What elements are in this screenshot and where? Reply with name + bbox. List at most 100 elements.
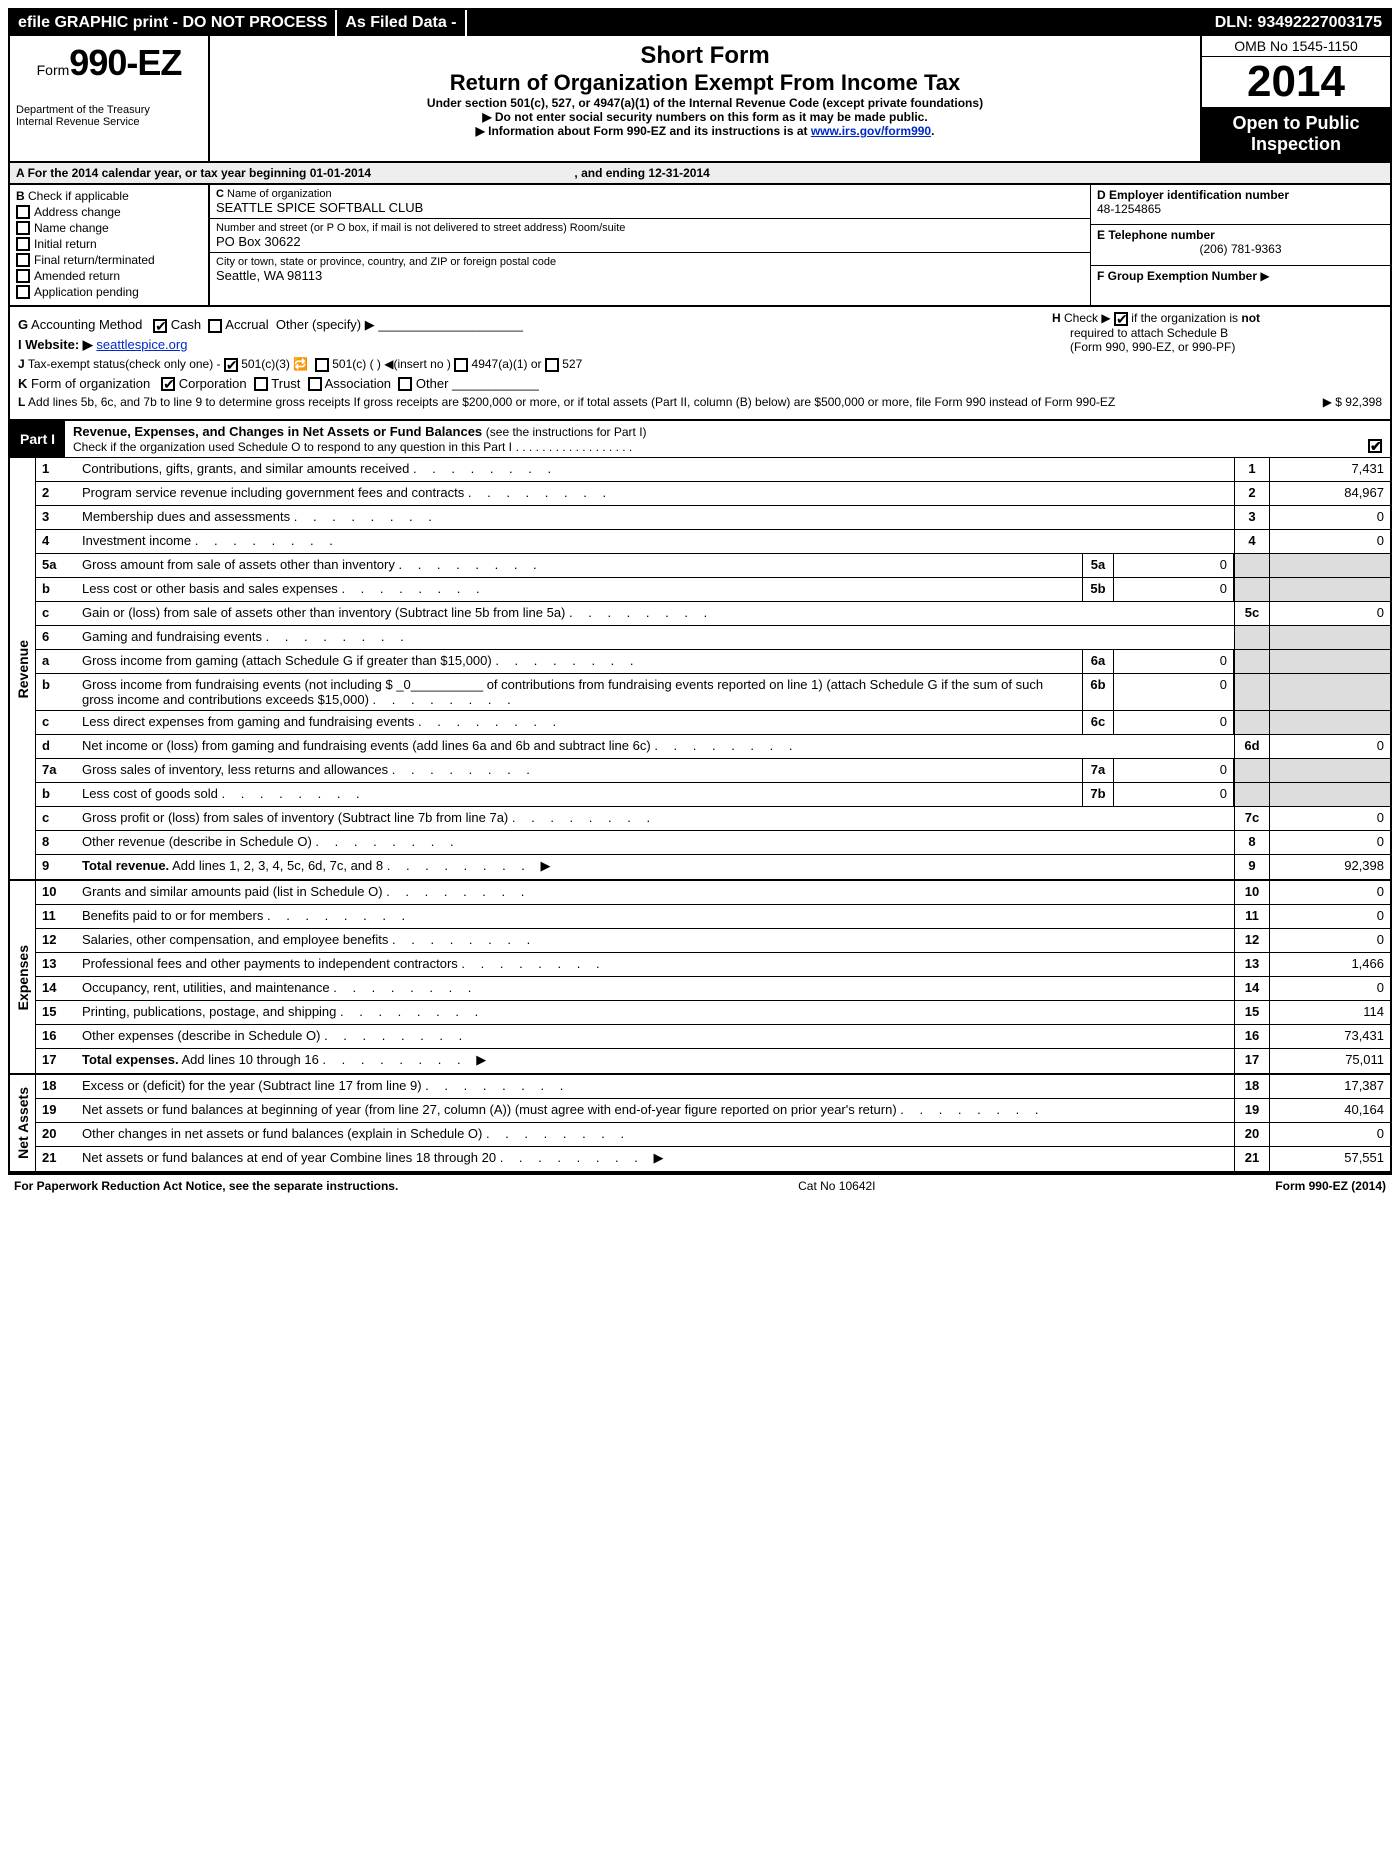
line-number: c (36, 807, 76, 830)
part-1-title: Revenue, Expenses, and Changes in Net As… (65, 421, 1390, 457)
line-7a: 7aGross sales of inventory, less returns… (36, 759, 1390, 783)
box-number: 11 (1234, 905, 1270, 928)
checkbox-icon[interactable] (16, 285, 30, 299)
top-bar: efile GRAPHIC print - DO NOT PROCESS As … (10, 10, 1390, 36)
website-link[interactable]: seattlespice.org (96, 337, 187, 352)
open-to-public: Open to Public Inspection (1202, 107, 1390, 161)
j-527-checkbox[interactable] (545, 358, 559, 372)
g-accrual-checkbox[interactable] (208, 319, 222, 333)
j-501c-checkbox[interactable] (315, 358, 329, 372)
line-number: 1 (36, 458, 76, 481)
box-value: 40,164 (1270, 1099, 1390, 1122)
line-description: Printing, publications, postage, and shi… (76, 1001, 1234, 1024)
box-value: 0 (1270, 905, 1390, 928)
footer-left: For Paperwork Reduction Act Notice, see … (14, 1179, 398, 1193)
box-value: 0 (1270, 831, 1390, 854)
k-assoc-checkbox[interactable] (308, 377, 322, 391)
k-trust-checkbox[interactable] (254, 377, 268, 391)
section-expenses: Expenses10Grants and similar amounts pai… (10, 881, 1390, 1075)
line-number: 15 (36, 1001, 76, 1024)
box-number: 12 (1234, 929, 1270, 952)
subbox-label: 5a (1082, 554, 1114, 577)
box-value: 57,551 (1270, 1147, 1390, 1171)
subbox-label: 5b (1082, 578, 1114, 601)
box-number: 16 (1234, 1025, 1270, 1048)
line-2: 2Program service revenue including gover… (36, 482, 1390, 506)
j-4947-checkbox[interactable] (454, 358, 468, 372)
section-d: D Employer identification number 48-1254… (1091, 185, 1390, 225)
box-number: 21 (1234, 1147, 1270, 1171)
irs-link[interactable]: www.irs.gov/form990 (811, 124, 931, 138)
section-net-assets: Net Assets18Excess or (deficit) for the … (10, 1075, 1390, 1173)
subbox-value: 0 (1114, 759, 1234, 782)
line-number: 18 (36, 1075, 76, 1098)
checkbox-icon[interactable] (16, 269, 30, 283)
side-label: Revenue (10, 458, 36, 879)
box-number: 6d (1234, 735, 1270, 758)
box-number: 19 (1234, 1099, 1270, 1122)
omb-number: OMB No 1545-1150 (1202, 36, 1390, 57)
section-def: D Employer identification number 48-1254… (1090, 185, 1390, 305)
k-corp-checkbox[interactable] (161, 377, 175, 391)
g-cash-checkbox[interactable] (153, 319, 167, 333)
line-number: b (36, 578, 76, 601)
box-value: 92,398 (1270, 855, 1390, 879)
box-value: 0 (1270, 929, 1390, 952)
box-number: 8 (1234, 831, 1270, 854)
line-10: 10Grants and similar amounts paid (list … (36, 881, 1390, 905)
part-1-label: Part I (10, 428, 65, 450)
line-21: 21Net assets or fund balances at end of … (36, 1147, 1390, 1171)
b-checkbox-item: Final return/terminated (16, 253, 202, 267)
line-18: 18Excess or (deficit) for the year (Subt… (36, 1075, 1390, 1099)
side-label: Net Assets (10, 1075, 36, 1171)
line-description: Excess or (deficit) for the year (Subtra… (76, 1075, 1234, 1098)
line-number: 4 (36, 530, 76, 553)
subbox-value: 0 (1114, 650, 1234, 673)
j-501c3-checkbox[interactable] (224, 358, 238, 372)
section-b: B Check if applicable Address changeName… (10, 185, 210, 305)
line-b: bLess cost or other basis and sales expe… (36, 578, 1390, 602)
ssn-notice: ▶ Do not enter social security numbers o… (220, 110, 1190, 124)
return-title: Return of Organization Exempt From Incom… (220, 70, 1190, 96)
line-description: Net assets or fund balances at end of ye… (76, 1147, 1234, 1171)
checkbox-icon[interactable] (16, 253, 30, 267)
line-a: aGross income from gaming (attach Schedu… (36, 650, 1390, 674)
box-value: 0 (1270, 506, 1390, 529)
b-checkbox-item: Name change (16, 221, 202, 235)
line-number: 12 (36, 929, 76, 952)
line-number: 3 (36, 506, 76, 529)
section-j: J Tax-exempt status(check only one) - 50… (18, 357, 1382, 372)
line-description: Salaries, other compensation, and employ… (76, 929, 1234, 952)
form-990ez: efile GRAPHIC print - DO NOT PROCESS As … (8, 8, 1392, 1175)
footer-form-ref: Form 990-EZ (2014) (1275, 1179, 1386, 1193)
checkbox-icon[interactable] (16, 221, 30, 235)
line-5a: 5aGross amount from sale of assets other… (36, 554, 1390, 578)
line-description: Gross profit or (loss) from sales of inv… (76, 807, 1234, 830)
checkbox-icon[interactable] (16, 237, 30, 251)
box-value: 0 (1270, 977, 1390, 1000)
line-description: Professional fees and other payments to … (76, 953, 1234, 976)
k-other-checkbox[interactable] (398, 377, 412, 391)
part1-schedule-o-checkbox[interactable] (1368, 439, 1382, 453)
line-number: 9 (36, 855, 76, 879)
line-description: Occupancy, rent, utilities, and maintena… (76, 977, 1234, 1000)
line-1: 1Contributions, gifts, grants, and simil… (36, 458, 1390, 482)
box-value: 0 (1270, 807, 1390, 830)
section-e: E Telephone number (206) 781-9363 (1091, 225, 1390, 265)
line-number: 5a (36, 554, 76, 577)
org-city: Seattle, WA 98113 (216, 268, 1084, 283)
checkbox-icon[interactable] (16, 205, 30, 219)
line-number: 7a (36, 759, 76, 782)
section-k: K Form of organization Corporation Trust… (18, 376, 1382, 392)
box-value: 114 (1270, 1001, 1390, 1024)
org-name: SEATTLE SPICE SOFTBALL CLUB (216, 200, 1084, 215)
box-value: 0 (1270, 530, 1390, 553)
line-number: 2 (36, 482, 76, 505)
box-number: 9 (1234, 855, 1270, 879)
h-checkbox[interactable] (1114, 312, 1128, 326)
line-number: 20 (36, 1123, 76, 1146)
line-13: 13Professional fees and other payments t… (36, 953, 1390, 977)
subbox-value: 0 (1114, 578, 1234, 601)
line-description: Gross amount from sale of assets other t… (76, 554, 1082, 577)
line-number: 11 (36, 905, 76, 928)
